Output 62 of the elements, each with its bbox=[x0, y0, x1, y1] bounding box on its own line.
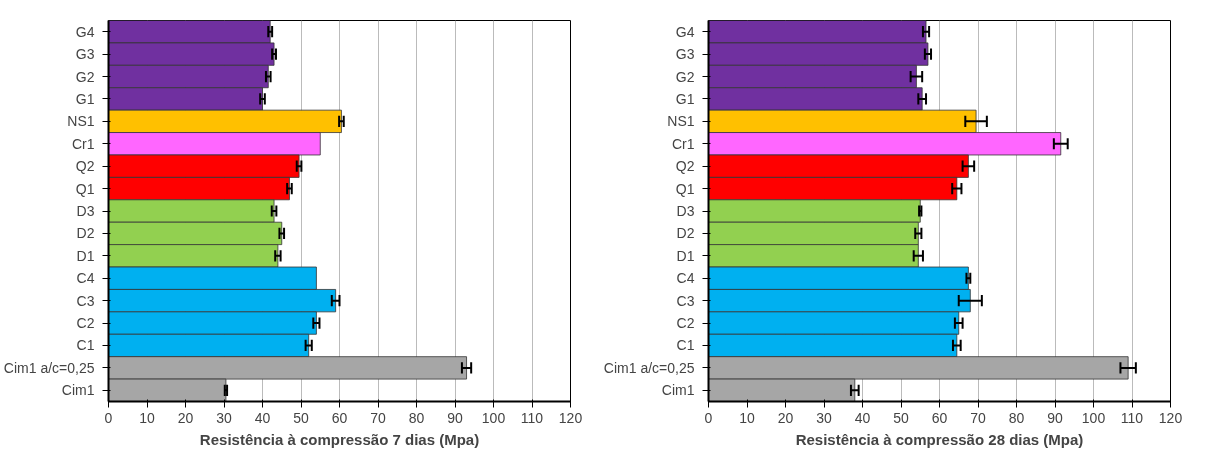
y-tick-label: Cim1 bbox=[61, 382, 95, 399]
y-tick-label: C3 bbox=[76, 292, 95, 309]
y-tick-label: G1 bbox=[675, 90, 695, 107]
x-tick-label: 120 bbox=[558, 409, 583, 426]
x-tick-label: 60 bbox=[331, 409, 348, 426]
x-tick-label: 0 bbox=[704, 409, 713, 426]
y-tick-label: C4 bbox=[676, 270, 695, 287]
x-tick-label: 100 bbox=[1081, 409, 1106, 426]
y-tick-label: Q2 bbox=[675, 158, 695, 175]
y-tick-label: G4 bbox=[75, 23, 95, 40]
x-tick-label: 30 bbox=[816, 409, 832, 426]
y-tick-label: C1 bbox=[676, 337, 695, 354]
y-tick-label: D3 bbox=[676, 203, 695, 219]
y-tick-label: D1 bbox=[76, 247, 95, 264]
y-tick-label: Cr1 bbox=[671, 135, 695, 152]
x-tick-label: 10 bbox=[739, 409, 755, 426]
y-tick-label: G2 bbox=[75, 68, 95, 85]
x-tick-label: 50 bbox=[893, 409, 909, 426]
y-tick-label: Cim1 a/c=0,25 bbox=[603, 359, 695, 376]
y-tick-label: G1 bbox=[75, 90, 95, 107]
y-tick-label: Q1 bbox=[75, 180, 95, 197]
y-tick-label: G2 bbox=[675, 68, 695, 85]
y-tick-label: Cim1 bbox=[661, 382, 695, 399]
x-tick-label: 70 bbox=[370, 409, 386, 426]
x-axis-title: Resistência à compressão 7 dias (Mpa) bbox=[199, 430, 480, 448]
y-tick-label: NS1 bbox=[667, 113, 695, 130]
x-tick-label: 90 bbox=[447, 409, 463, 426]
y-tick-label: NS1 bbox=[67, 113, 95, 130]
y-tick-label: G4 bbox=[675, 23, 695, 40]
y-tick-label: D2 bbox=[76, 225, 95, 242]
x-axis-title: Resistência à compressão 28 dias (Mpa) bbox=[795, 430, 1084, 448]
y-tick-label: Q2 bbox=[75, 158, 95, 175]
x-tick-label: 80 bbox=[408, 409, 425, 426]
y-tick-label: G3 bbox=[75, 46, 95, 63]
y-tick-label: D3 bbox=[76, 203, 95, 219]
x-tick-label: 60 bbox=[931, 409, 948, 426]
x-tick-label: 50 bbox=[293, 409, 309, 426]
y-tick-label: C1 bbox=[76, 337, 95, 354]
x-tick-label: 110 bbox=[1120, 409, 1144, 426]
x-tick-label: 30 bbox=[216, 409, 232, 426]
y-tick-label: D1 bbox=[676, 247, 695, 264]
y-tick-label: C3 bbox=[676, 292, 695, 309]
x-tick-label: 20 bbox=[177, 409, 194, 426]
x-tick-label: 120 bbox=[1158, 409, 1183, 426]
x-tick-label: 100 bbox=[481, 409, 506, 426]
y-tick-label: D2 bbox=[676, 225, 695, 242]
y-tick-label: Cr1 bbox=[71, 135, 95, 152]
y-tick-label: G3 bbox=[675, 46, 695, 63]
x-tick-label: 10 bbox=[139, 409, 155, 426]
y-tick-label: Q1 bbox=[675, 180, 695, 197]
x-tick-label: 80 bbox=[1008, 409, 1025, 426]
x-tick-label: 40 bbox=[854, 409, 871, 426]
x-tick-label: 90 bbox=[1047, 409, 1063, 426]
x-tick-label: 20 bbox=[777, 409, 794, 426]
y-tick-label: C2 bbox=[76, 315, 95, 332]
y-tick-label: Cim1 a/c=0,25 bbox=[3, 359, 95, 376]
x-tick-label: 40 bbox=[254, 409, 271, 426]
y-tick-label: C4 bbox=[76, 270, 95, 287]
x-tick-label: 0 bbox=[104, 409, 113, 426]
x-tick-label: 70 bbox=[970, 409, 986, 426]
x-tick-label: 110 bbox=[520, 409, 544, 426]
y-tick-label: C2 bbox=[676, 315, 695, 332]
